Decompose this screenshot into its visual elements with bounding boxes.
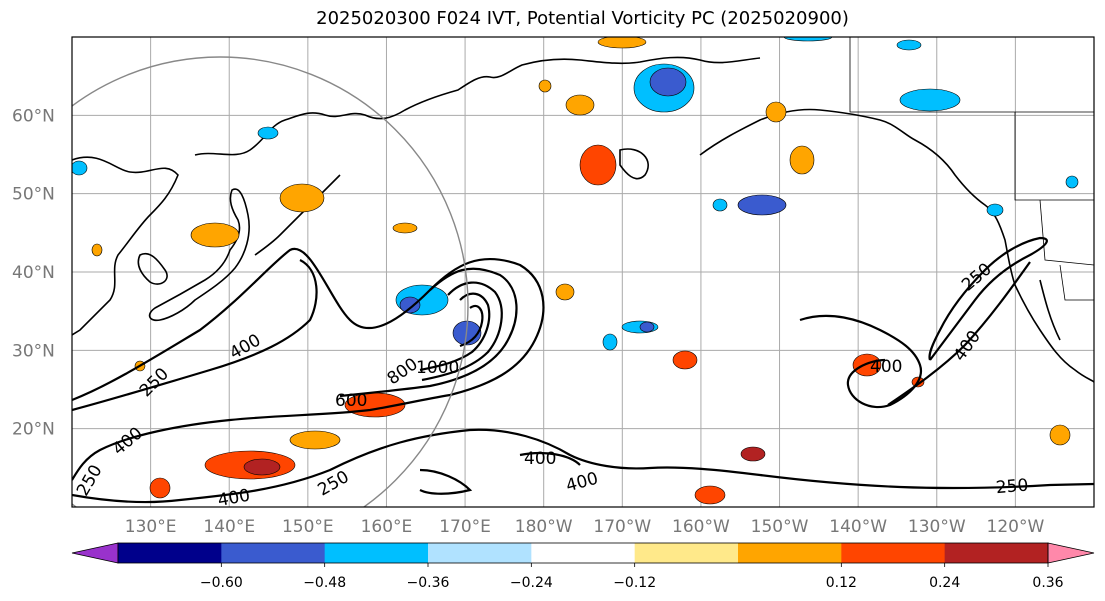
colorbar-tick-label: 0.36 bbox=[1032, 575, 1063, 591]
longitude-label: 140°W bbox=[829, 517, 887, 537]
political-boundaries bbox=[849, 37, 1094, 301]
longitude-label: 150°E bbox=[282, 517, 334, 537]
colorbar-tick-label: 0.24 bbox=[929, 575, 960, 591]
colorbar-tick-label: −0.24 bbox=[510, 575, 553, 591]
colorbar-swatch bbox=[428, 543, 532, 563]
contour-label: 400 bbox=[870, 357, 902, 377]
map-title: 2025020300 F024 IVT, Potential Vorticity… bbox=[316, 8, 849, 29]
latitude-label: 50°N bbox=[12, 185, 55, 205]
contour-label: 250 bbox=[995, 475, 1029, 498]
colorbar-tick-label: 0.12 bbox=[826, 575, 857, 591]
latitude-label: 60°N bbox=[12, 106, 55, 126]
colorbar-outline bbox=[117, 542, 1049, 564]
coastlines bbox=[72, 56, 1094, 383]
colorbar-swatch bbox=[738, 543, 842, 563]
longitude-label: 130°W bbox=[908, 517, 966, 537]
colorbar-swatch bbox=[118, 543, 222, 563]
contour-label: 1000 bbox=[416, 358, 459, 378]
colorbar-swatch bbox=[841, 543, 946, 563]
longitude-labels: 130°E 140°E 150°E 160°E 170°E 180°W 170°W 160°W… bbox=[125, 517, 1045, 537]
longitude-label: 120°W bbox=[987, 517, 1045, 537]
colorbar-swatch bbox=[324, 543, 429, 563]
colorbar-swatch bbox=[531, 543, 636, 563]
colorbar-tick-label: −0.48 bbox=[303, 575, 346, 591]
latitude-label: 30°N bbox=[12, 341, 55, 361]
colorbar-swatch bbox=[221, 543, 326, 563]
ivt-contours bbox=[72, 236, 1094, 504]
contour-label: 400 bbox=[524, 449, 556, 469]
longitude-label: 170°W bbox=[593, 517, 651, 537]
pv-positive-anomalies bbox=[91, 37, 1071, 505]
longitude-label: 140°E bbox=[203, 517, 255, 537]
latitude-labels: 60°N 50°N 40°N 30°N 20°N bbox=[12, 106, 55, 439]
pv-negative-anomalies bbox=[72, 37, 1079, 351]
map-frame bbox=[71, 36, 1095, 508]
longitude-label: 150°W bbox=[751, 517, 809, 537]
longitude-label: 160°E bbox=[361, 517, 413, 537]
longitude-label: 160°W bbox=[672, 517, 730, 537]
colorbar-tick-label: −0.36 bbox=[407, 575, 450, 591]
range-ring bbox=[72, 56, 469, 507]
colorbar-swatch bbox=[634, 543, 739, 563]
colorbar-tick-label: −0.60 bbox=[200, 575, 243, 591]
colorbar-swatch bbox=[944, 543, 1049, 563]
colorbar: −0.60−0.48−0.36−0.24−0.120.120.240.360.4… bbox=[71, 542, 1095, 591]
latitude-label: 40°N bbox=[12, 263, 55, 283]
longitude-label: 170°E bbox=[439, 517, 491, 537]
colorbar-extend-min bbox=[71, 542, 119, 564]
colorbar-extend-max bbox=[1047, 542, 1095, 564]
colorbar-tick-label: −0.12 bbox=[613, 575, 656, 591]
contour-label: 600 bbox=[335, 391, 367, 411]
latitude-label: 20°N bbox=[12, 420, 55, 440]
contour-label: 400 bbox=[216, 486, 251, 511]
longitude-label: 130°E bbox=[125, 517, 177, 537]
longitude-label: 180°W bbox=[515, 517, 573, 537]
